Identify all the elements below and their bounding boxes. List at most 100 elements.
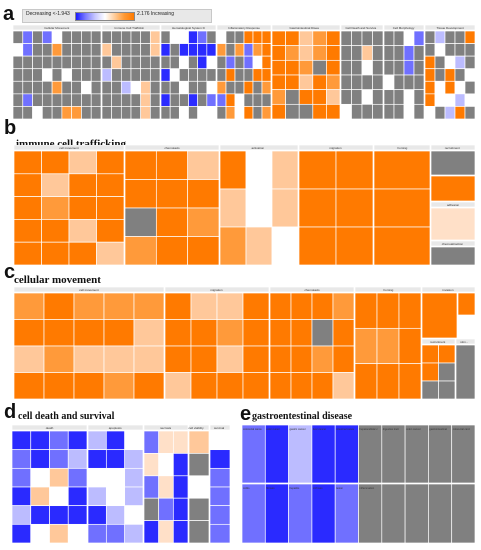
panel-c-cell [311, 292, 334, 320]
panel-c-group-4-label: invasion [443, 288, 454, 292]
panel-b-cell [373, 188, 431, 228]
panel-c-cell [242, 292, 270, 320]
panel-b-cell [14, 173, 42, 197]
panel-a-cell [120, 43, 132, 57]
panel-d-cell [87, 505, 107, 525]
panel-a-cell [188, 68, 199, 82]
panel-b-group-2-header [219, 145, 299, 151]
panel-c-cell [376, 363, 400, 399]
panel-d-cell [105, 449, 126, 469]
panel-a-cell [361, 89, 373, 105]
panel-a-cell [216, 30, 227, 44]
panel-a-cell [454, 80, 466, 95]
panel-a-cell [197, 55, 208, 70]
panel-d-cell [87, 430, 107, 451]
panel-a-cell [372, 103, 384, 120]
panel-b-cell [41, 173, 70, 197]
panel-d-cell [30, 505, 50, 525]
panel-a-cell [178, 30, 189, 44]
panel-a-cell [285, 74, 300, 91]
panel-a-cell [101, 30, 113, 44]
panel-a-cell [178, 55, 189, 70]
panel-b-cell [245, 188, 273, 228]
panel-a-cell [454, 43, 466, 57]
panel-a-cell [243, 106, 254, 120]
panel-a-cell [51, 30, 63, 44]
panel-c-cell [455, 344, 475, 399]
panel-c-cell [14, 372, 45, 399]
panel-a-cell [403, 103, 415, 120]
panel-a-cell [188, 30, 199, 44]
panel-a-cell [464, 93, 475, 107]
panel-a-cell [90, 106, 102, 120]
treemap-panel-c: cell movement migration chemotaxis homing in… [14, 287, 475, 399]
panel-a-cell [160, 55, 171, 70]
panel-e-cell [451, 483, 475, 543]
panel-e-cell [242, 425, 266, 484]
panel-d-cell [143, 497, 160, 521]
panel-c-cell [190, 319, 218, 347]
panel-a-cell [169, 68, 180, 82]
panel-a-cell [298, 74, 314, 91]
panel-a-cell [206, 93, 217, 107]
panel-a-cell [271, 89, 286, 105]
panel-a-cell [340, 30, 352, 47]
panel-a-cell [424, 106, 436, 120]
panel-c-group-4-header [421, 287, 475, 293]
panel-a-cell [261, 43, 272, 57]
panel-a-group-1-header [101, 24, 161, 31]
panel-a-cell [130, 93, 142, 107]
panel-d-cell [87, 467, 107, 488]
panel-a-cell [206, 68, 217, 82]
panel-c-cell [73, 345, 105, 373]
panel-a-cell [312, 30, 327, 47]
panel-a-cell [90, 55, 102, 70]
panel-c-cell [332, 319, 355, 347]
panel-e-cell [404, 425, 429, 484]
panel-a-cell [120, 30, 132, 44]
panel-a-cell [444, 68, 456, 82]
panel-a-cell [120, 80, 132, 95]
panel-c-cell [354, 363, 378, 399]
panel-a-cell [403, 45, 415, 61]
panel-a-cell [188, 43, 199, 57]
panel-b-cell [14, 219, 42, 243]
panel-b-group-0-header [14, 145, 125, 151]
panel-e-group-label: gastric cancer [290, 427, 306, 431]
panel-c-cell [311, 372, 334, 399]
panel-d-cell [67, 523, 88, 543]
panel-b-group-4-label: homing [398, 146, 408, 150]
panel-a-cell [111, 68, 122, 82]
panel-a-cell [51, 106, 63, 120]
panel-a-group-5-header [340, 24, 384, 31]
panel-a-cell [51, 55, 63, 70]
panel-a-cell [271, 30, 286, 47]
panel-a-cell [13, 30, 24, 44]
panel-a-cell [424, 43, 436, 57]
panel-a-cell [271, 45, 286, 61]
panel-b-cell [187, 179, 220, 209]
panel-c-cell [290, 319, 313, 347]
panel-c-cell [73, 319, 105, 347]
panel-a-cell [111, 106, 122, 120]
panel-a-cell [326, 30, 341, 47]
panel-a-cell [326, 89, 341, 105]
panel-b-group-1-label: chemotaxis [165, 146, 181, 150]
panel-a-cell [243, 80, 254, 95]
panel-a-cell [41, 68, 53, 82]
panel-b-cell [187, 150, 220, 180]
panel-a-cell [252, 30, 263, 44]
panel-a-cell [225, 80, 236, 95]
panel-b-cell [430, 246, 475, 265]
panel-b-cell [373, 150, 431, 190]
panel-c-group-2-label: chemotaxis [305, 288, 321, 292]
panel-e-cell-label: cirrhosis [313, 486, 323, 490]
panel-a-cell [90, 93, 102, 107]
panel-a-cell [326, 103, 341, 120]
panel-a-cell [149, 80, 161, 95]
panel-b-cell [68, 196, 97, 220]
panel-a-cell [71, 93, 82, 107]
panel-b-group-0-label: cell movement [59, 146, 79, 150]
panel-a-cell [261, 68, 272, 82]
panel-a-cell [140, 80, 151, 95]
